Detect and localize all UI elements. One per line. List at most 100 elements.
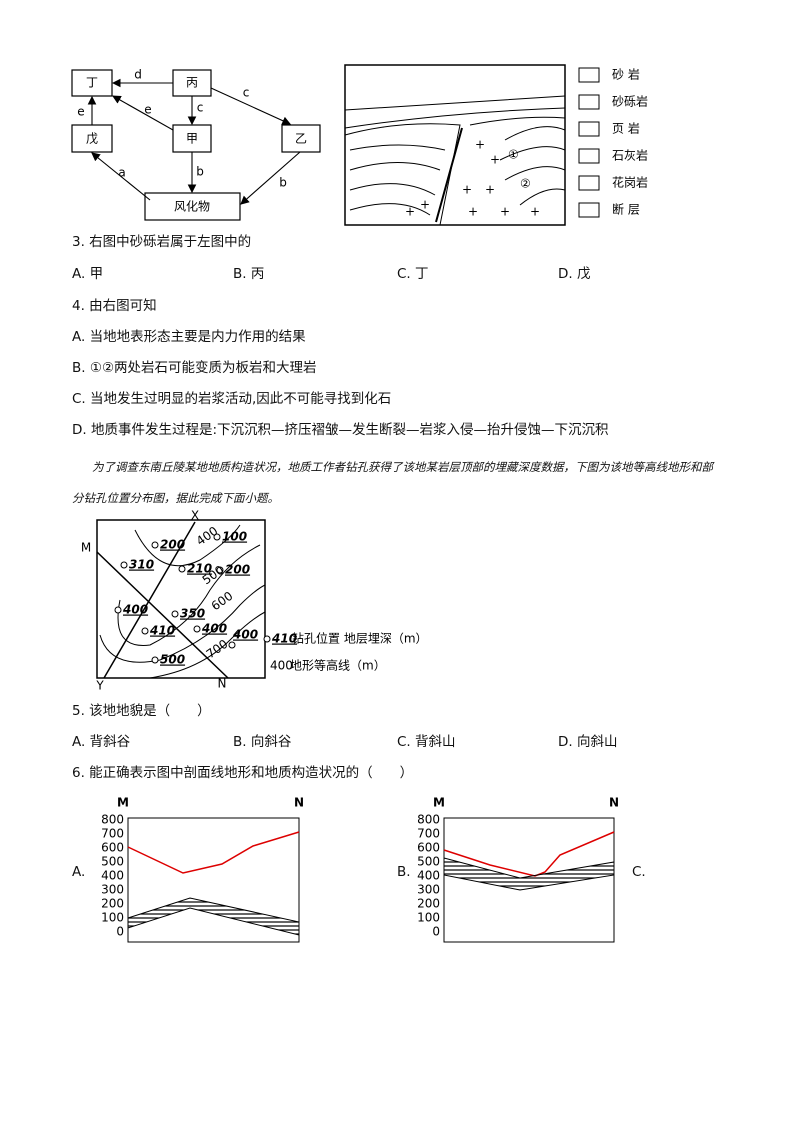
legend-label: 页 岩 [612,121,640,136]
well [178,565,186,573]
axis-label: M [81,541,91,555]
well-depth: 200 [225,563,250,577]
y-tick-label: 400 [101,869,124,883]
legend-swatch [578,175,600,191]
legend-well-sample: 410 [271,632,297,646]
edge-label: e [144,103,151,117]
svg-text:+: + [500,205,510,219]
option: B. [397,864,411,880]
well-depth: 200 [160,538,185,552]
y-tick-label: 400 [417,869,440,883]
y-tick-label: 100 [101,911,124,925]
y-tick-label: 300 [417,883,440,897]
y-tick-label: 200 [417,897,440,911]
cycle-arrows [87,78,301,205]
legend-well-text: 钻孔位置 地层埋深（m） [292,631,428,646]
profile-left: M [117,796,129,810]
legend-label: 砂砾岩 [612,94,648,109]
node: 戊 [86,132,98,146]
well [171,610,179,618]
well-depth: 310 [129,558,154,572]
legend-label: 砂 岩 [612,67,640,82]
well-depth: 500 [160,653,185,667]
edge-label: c [197,101,204,115]
edge-label: a [118,166,125,180]
edge-label: c [243,86,250,100]
y-tick-label: 500 [417,855,440,869]
y-tick-label: 300 [101,883,124,897]
svg-text:+: + [405,205,415,219]
edge-label: b [279,176,287,190]
well [213,533,221,541]
well [216,566,224,574]
legend-swatch [578,67,600,83]
option: A. 当地地表形态主要是内力作用的结果 [72,329,306,345]
legend-well [263,635,271,643]
svg-text:+: + [468,205,478,219]
svg-text:+: + [490,153,500,167]
option: A. 背斜谷 [72,734,131,750]
legend-label: 石灰岩 [612,148,648,163]
y-tick-label: 100 [417,911,440,925]
section: + + + + + + + + + ① ② [344,64,566,226]
profile-left: M [433,796,445,810]
svg-text:+: + [420,198,430,212]
node: 乙 [295,132,307,146]
svg-text:+: + [530,205,540,219]
contour-label: 400 [194,524,221,549]
option: C. 当地发生过明显的岩浆活动,因此不可能寻找到化石 [72,391,392,407]
legend-swatch [578,202,600,218]
y-tick-label: 800 [101,813,124,827]
option: B. 丙 [233,266,265,282]
question-stem: 4. 由右图可知 [72,298,157,314]
axis-label: X [191,509,199,523]
y-tick-label: 600 [417,841,440,855]
well [114,606,122,614]
question-stem: 3. 右图中砂砾岩属于左图中的 [72,234,252,250]
well [228,641,236,649]
well-depth: 100 [222,530,247,544]
option: B. ①②两处岩石可能变质为板岩和大理岩 [72,360,317,376]
profile-right: N [609,796,619,810]
profile-b [443,817,615,943]
axis-label: N [218,677,227,691]
passage: 为了调查东南丘陵某地地质构造状况，地质工作者钻孔获得了该地某岩层顶部的埋藏深度数… [72,460,713,505]
svg-text:+: + [475,138,485,152]
node: 丁 [86,76,98,90]
profile-a [127,817,300,943]
well [141,627,149,635]
option: D. 向斜山 [558,734,618,750]
node: 风化物 [174,200,210,214]
well-depth: 350 [180,607,205,621]
well-depth: 400 [201,622,227,636]
y-tick-label: 800 [417,813,440,827]
well [151,656,159,664]
option: C. 背斜山 [397,734,456,750]
contour-label: 600 [209,589,236,614]
profile-right: N [294,796,304,810]
legend-swatch [578,148,600,164]
option: A. 甲 [72,266,104,282]
edge-label: b [196,165,204,179]
marker: ① [508,148,519,162]
marker: ② [520,177,531,191]
edge-label: e [77,105,84,119]
map [96,519,266,679]
well-depth: 400 [122,603,148,617]
legend-swatch [578,94,600,110]
axis-label: Y [95,679,104,693]
well-depth: 210 [187,562,212,576]
option: D. 戊 [558,266,591,282]
option: C. 丁 [397,266,429,282]
y-tick-label: 700 [101,827,124,841]
y-tick-label: 0 [116,925,124,939]
option: C. [632,864,646,880]
well-depth: 410 [149,624,175,638]
option: B. 向斜谷 [233,734,292,750]
well-depth: 400 [232,628,258,642]
node: 甲 [186,132,198,146]
svg-text:+: + [485,183,495,197]
